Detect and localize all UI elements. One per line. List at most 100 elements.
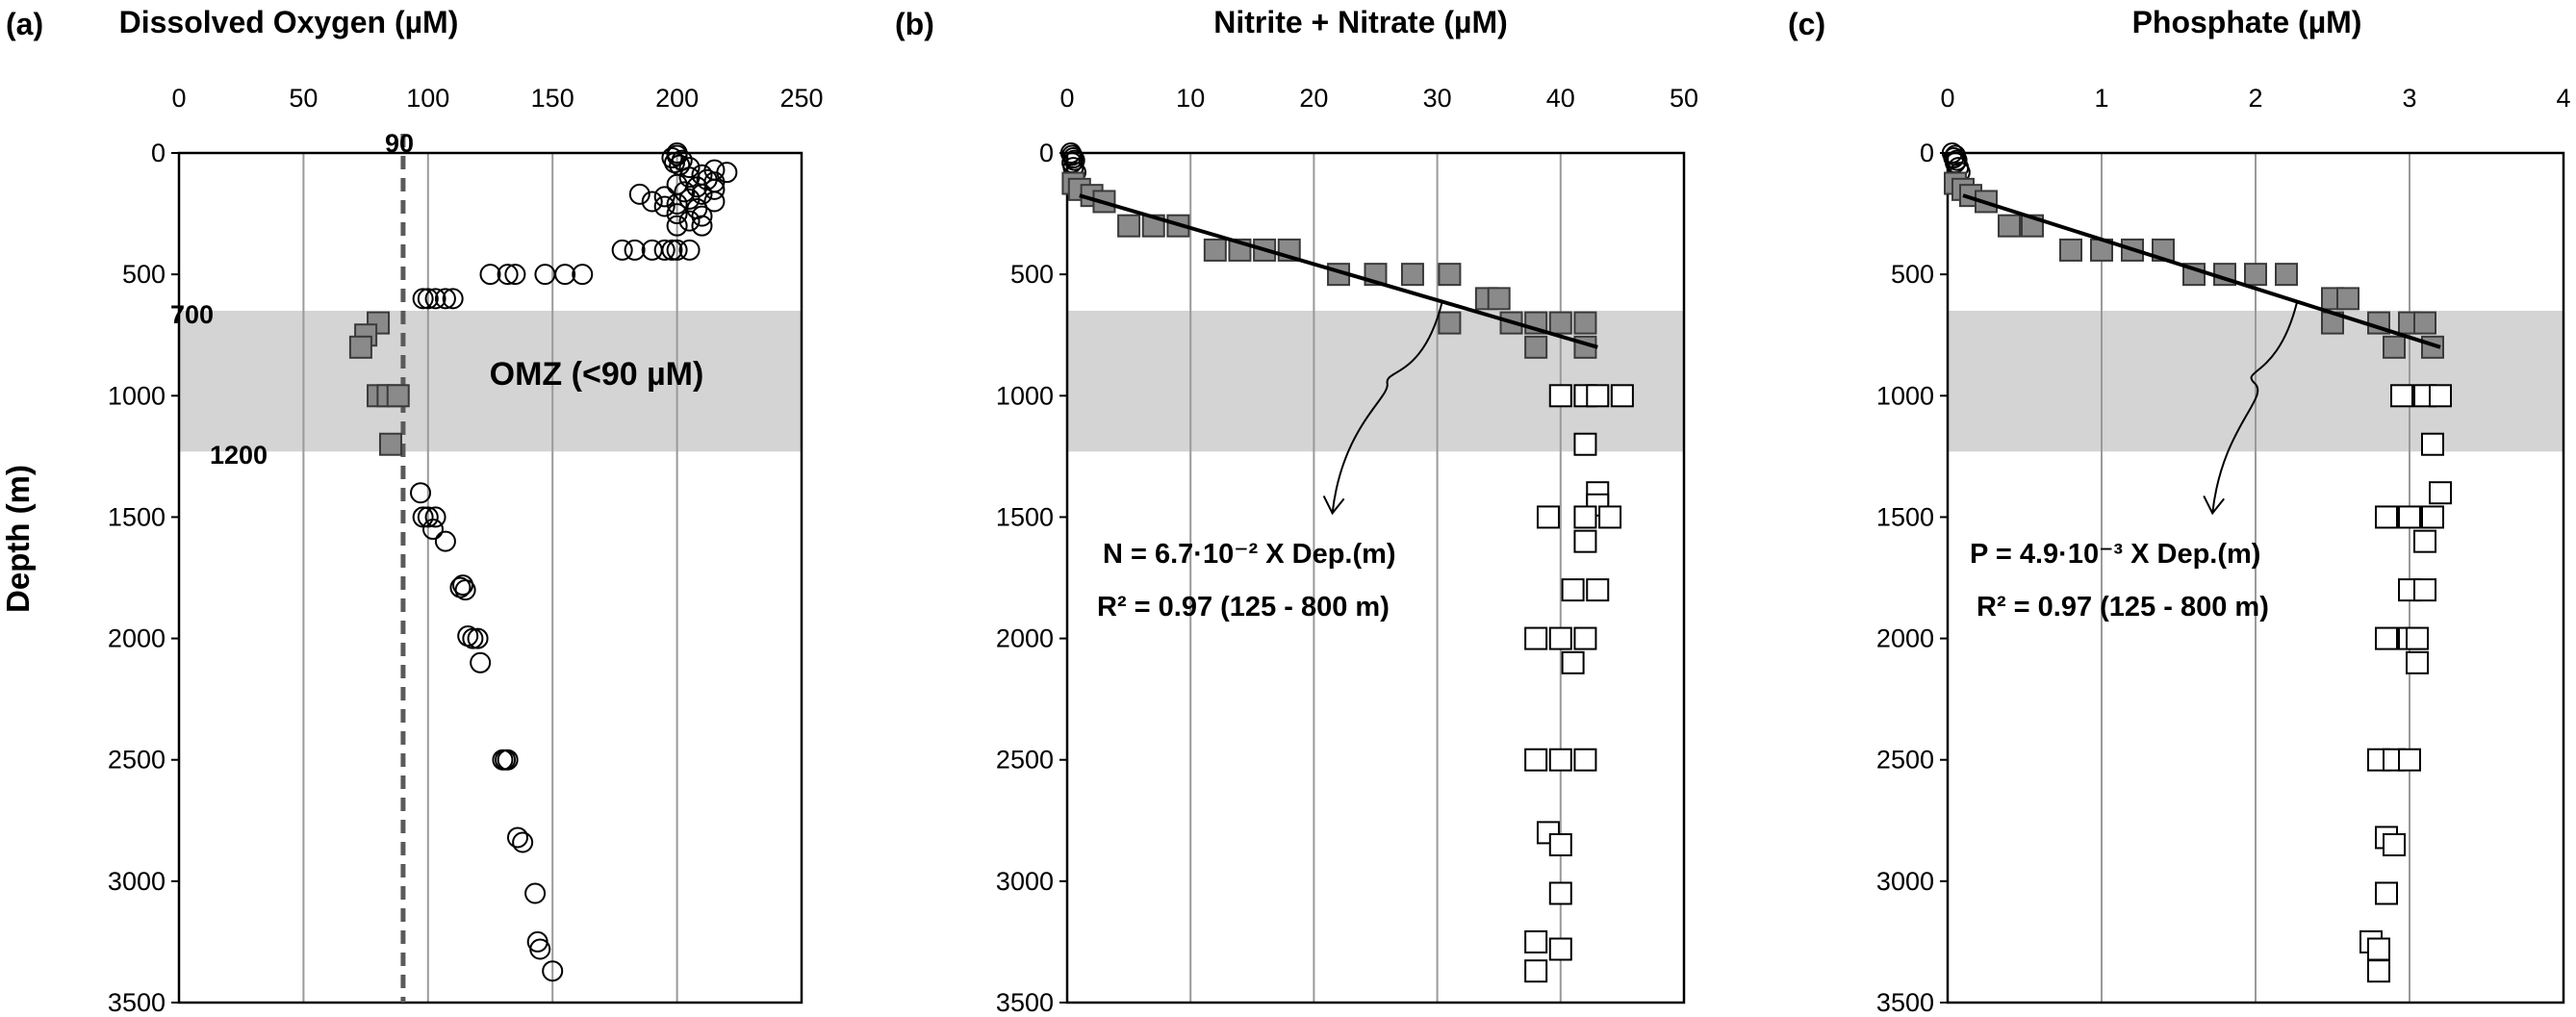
omz-band (179, 310, 802, 452)
data-point-circle (703, 178, 726, 200)
data-point-square-open (2398, 748, 2421, 772)
data-point-circle (421, 519, 444, 541)
data-point-circle (653, 195, 676, 217)
x-tick-label: 200 (655, 84, 699, 113)
annotation-arrow (1331, 301, 1443, 514)
x-tick-label: 100 (406, 84, 449, 113)
data-point-square-filled (1487, 287, 1511, 311)
data-point-square-open (1573, 529, 1597, 553)
x-tick-label: 50 (289, 84, 318, 113)
plot-area: 0 1 2 3 4 0 500 1000 1500 2000 2500 3000 3500 (1876, 84, 2571, 1017)
fit-line (1079, 193, 1598, 349)
data-point-square-filled (2413, 311, 2436, 335)
data-point-circle (479, 264, 501, 286)
data-point-square-open (2406, 626, 2429, 650)
y-tick-label: 1500 (996, 502, 1054, 531)
omz-bottom-label: 1200 (210, 441, 268, 470)
data-point-square-open (2429, 481, 2452, 505)
plot-frame (1065, 151, 1686, 1004)
data-point-circle (611, 239, 633, 261)
y-tick-label: 2000 (996, 624, 1054, 653)
data-point-square-filled (1438, 311, 1462, 335)
data-point-square-open (2367, 959, 2390, 983)
data-point-square-open (1561, 650, 1585, 674)
data-point-square-filled (1998, 214, 2021, 238)
data-point-circle (434, 530, 456, 552)
data-point-square-open (1524, 929, 1548, 953)
data-point-circle (691, 205, 713, 227)
data-point-square-filled (2383, 335, 2406, 359)
data-point-square-open (2398, 505, 2421, 529)
x-tick-label: 4 (2556, 84, 2570, 113)
annotation-arrow (2211, 301, 2299, 514)
data-point-circle (424, 506, 446, 528)
y-tick-label: 1500 (1876, 502, 1934, 531)
reference-line-label: 90 (385, 129, 414, 158)
y-tick-label: 2500 (108, 746, 166, 775)
y-tick-label: 0 (1039, 139, 1054, 167)
data-point-square-open (1524, 748, 1548, 772)
data-point-square-open (2429, 384, 2452, 408)
data-point-circle (424, 288, 446, 310)
data-point-circle (467, 627, 489, 649)
y-tick-label: 2500 (996, 746, 1054, 775)
data-point-square-filled (1400, 263, 1424, 287)
data-point-circle (686, 176, 708, 198)
y-tick-label: 3000 (996, 867, 1054, 896)
data-point-circle (504, 264, 526, 286)
panel-a-dissolved-oxygen: 0 50 100 150 200 2500500100015002000250030003… (0, 5, 824, 1017)
data-point-circle (703, 191, 726, 213)
y-tick-label: 1000 (1876, 381, 1934, 410)
fit-line (1962, 193, 2441, 349)
fit-r-squared: R² = 0.97 (125 - 800 m) (1977, 592, 2269, 623)
fit-equation: P = 4.9·10⁻³ X Dep.(m) (1970, 539, 2260, 570)
data-point-circle (506, 826, 528, 849)
data-point-circle (442, 288, 464, 310)
data-point-square-filled (2244, 263, 2267, 287)
data-point-circle (524, 882, 547, 904)
fit-r-squared: R² = 0.97 (125 - 800 m) (1097, 592, 1390, 623)
y-tick-label: 500 (1010, 260, 1054, 289)
x-tick-label: 10 (1176, 84, 1205, 113)
data-point-circle (691, 183, 713, 205)
data-point-circle (641, 191, 663, 213)
annotation-arrowhead (1322, 495, 1345, 516)
data-point-square-open (1610, 384, 1634, 408)
data-point-circle (678, 210, 701, 232)
data-point-circle (653, 186, 676, 208)
fit-equation: N = 6.7·10⁻² X Dep.(m) (1103, 539, 1396, 570)
x-tick-label: 150 (531, 84, 574, 113)
data-point-square-open (1573, 505, 1597, 529)
y-tick-label: 1500 (108, 502, 166, 531)
data-point-circle (624, 239, 646, 261)
data-point-circle (678, 157, 701, 179)
chart-title-phosphate: Phosphate (µM) (2132, 5, 2362, 39)
data-point-circle (470, 651, 492, 674)
data-point-square-open (1548, 833, 1572, 857)
data-point-circle (529, 938, 551, 960)
data-point-square-filled (1548, 311, 1572, 335)
omz-label: OMZ (<90 µM) (490, 356, 704, 393)
y-tick-label: 500 (1891, 260, 1934, 289)
y-tick-label: 3500 (1876, 988, 1934, 1017)
panel-c-phosphate: 0 1 2 3 4 0 500 1000 1500 2000 2500 3000 3500 (c) Ph… (1788, 5, 2571, 1017)
data-point-circle (661, 147, 683, 169)
data-point-circle (462, 627, 484, 649)
data-point-circle (412, 288, 434, 310)
data-point-square-open (2375, 881, 2398, 905)
data-point-square-open (2390, 384, 2413, 408)
y-tick-label: 0 (1920, 139, 1934, 167)
x-tick-label: 20 (1299, 84, 1328, 113)
data-point-circle (1063, 149, 1085, 171)
data-point-square-filled (386, 384, 410, 408)
chart-title-oxygen: Dissolved Oxygen (µM) (119, 5, 459, 39)
data-point-circle (454, 579, 476, 601)
y-tick-label: 1000 (996, 381, 1054, 410)
data-point-square-open (2383, 833, 2406, 857)
data-point-square-filled (2336, 287, 2359, 311)
data-point-square-open (1586, 578, 1610, 602)
y-tick-label: 3500 (996, 988, 1054, 1017)
data-point-circle (628, 183, 650, 205)
